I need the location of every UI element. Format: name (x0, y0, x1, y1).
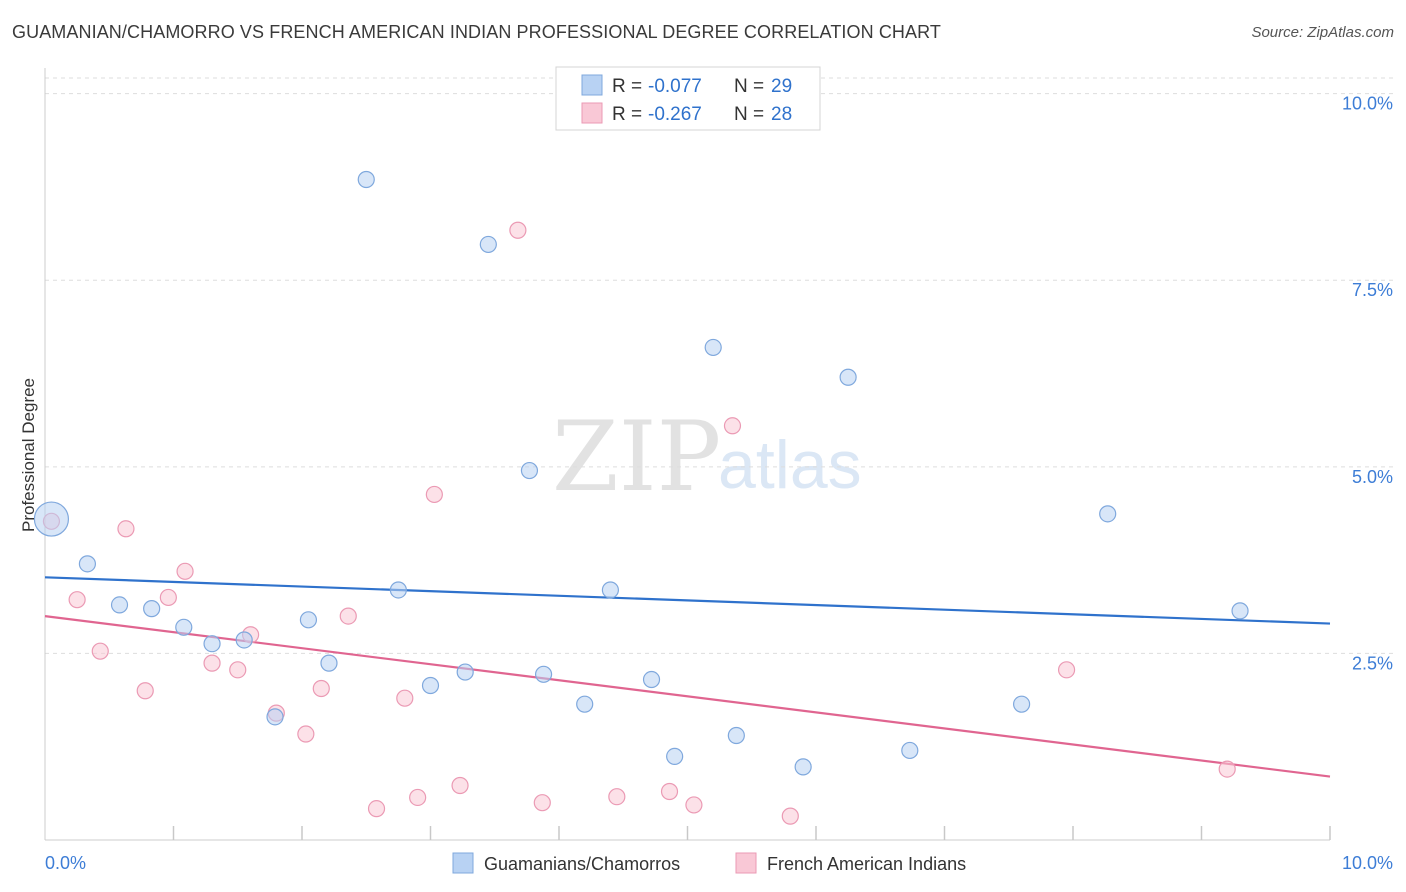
guamanian-point (534, 665, 553, 683)
x-tick-label: 10.0% (1342, 853, 1393, 873)
legend-n-label: N = (734, 104, 764, 125)
french-american-indian-point (312, 679, 330, 698)
guamanian-point (704, 338, 722, 357)
guamanian-point (479, 235, 497, 254)
legend-r-value: -0.267 (648, 104, 702, 125)
french-american-indian-point (396, 689, 414, 707)
french-american-indian-point (608, 788, 626, 806)
french-american-indian-point (159, 588, 177, 607)
guamanian-point (1012, 695, 1031, 713)
trend-lines (44, 576, 1331, 778)
guamanian-point (389, 581, 407, 599)
guamanian-point (642, 670, 661, 689)
french-american-indian-point (117, 520, 135, 538)
french-american-indian-point (533, 794, 551, 812)
french-american-indian-point (509, 221, 527, 239)
axes (44, 68, 1331, 841)
correlation-legend: R = -0.077 N = 29 R = -0.267 N = 28 (555, 66, 821, 131)
french-american-indian-point (409, 788, 427, 807)
guamanian-point (1231, 602, 1249, 620)
french-american-indian-point (68, 591, 86, 609)
guamanian-point (266, 708, 284, 726)
y-tick-label: 10.0% (1342, 94, 1393, 114)
legend-r-value: -0.077 (648, 76, 702, 97)
guamanian-point (1099, 505, 1117, 523)
legend-n-label: N = (734, 76, 764, 97)
grid-lines (45, 77, 1395, 654)
french-american-indian-point (451, 776, 469, 795)
legend-swatch-pink (581, 102, 603, 124)
guamanian-point (794, 758, 812, 776)
french-american-indian-point (91, 642, 109, 660)
series-legend-swatch-blue (452, 852, 474, 874)
y-tick-label: 5.0% (1352, 467, 1393, 487)
french-american-indian-point (425, 485, 443, 504)
french-american-indian-point (1218, 760, 1236, 778)
guamanian-point (78, 555, 97, 573)
tick-labels: 2.5% 5.0% 7.5% 10.0% 0.0% 10.0% (45, 94, 1393, 873)
guamanian-point (143, 600, 161, 618)
series-legend: Guamanians/Chamorros French American Ind… (452, 852, 966, 874)
french-american-indian-point (781, 807, 799, 825)
watermark: ZIP atlas (552, 401, 862, 513)
french-american-indian-trend-line (44, 615, 1331, 778)
y-tick-label: 2.5% (1352, 653, 1393, 673)
french-american-indian-point (367, 800, 386, 818)
chart-title: GUAMANIAN/CHAMORRO VS FRENCH AMERICAN IN… (12, 22, 941, 42)
guamanian-point (421, 676, 440, 695)
legend-r-label: R = (612, 104, 642, 125)
guamanian-point (727, 726, 745, 745)
guamanian-point (520, 461, 539, 480)
french-american-indian-point (1057, 661, 1076, 679)
guamanian-point (666, 747, 684, 766)
legend-r-label: R = (612, 76, 642, 97)
guamanian-point (203, 635, 221, 653)
french-american-indian-point (229, 661, 247, 679)
guamanian-point (357, 170, 375, 189)
guamanian-trend-line (44, 576, 1331, 625)
guamanian-point (576, 695, 594, 713)
french-american-indian-point (176, 562, 194, 580)
french-american-indian-point (685, 796, 703, 814)
y-axis-title: Professional Degree (19, 378, 38, 532)
y-tick-label: 7.5% (1352, 280, 1393, 300)
guamanian-point (299, 611, 318, 629)
french-american-indian-point (136, 682, 154, 700)
french-american-indian-point (339, 607, 357, 625)
guamanian-point (235, 631, 253, 649)
french-american-indian-point (297, 725, 315, 743)
data-points (33, 170, 1249, 825)
series-legend-label-french-american-indians: French American Indians (767, 854, 966, 874)
guamanian-point (601, 581, 620, 599)
guamanian-point (110, 596, 129, 614)
watermark-zip: ZIP (552, 401, 721, 513)
series-legend-swatch-pink (735, 852, 757, 874)
legend-n-value: 29 (771, 76, 792, 97)
guamanian-point (33, 501, 70, 537)
guamanian-point (456, 663, 474, 681)
guamanian-point (320, 654, 338, 672)
legend-swatch-blue (581, 74, 603, 96)
legend-n-value: 28 (771, 104, 792, 125)
french-american-indian-point (723, 417, 742, 435)
guamanian-point (839, 368, 857, 386)
french-american-indian-point (660, 782, 679, 801)
series-legend-label-guamanians: Guamanians/Chamorros (484, 854, 680, 874)
guamanian-point (901, 741, 919, 760)
watermark-atlas: atlas (718, 427, 862, 503)
french-american-indian-point (203, 654, 221, 672)
x-tick-label: 0.0% (45, 853, 86, 873)
source-label: Source: ZipAtlas.com (1251, 24, 1394, 41)
guamanian-point (175, 618, 193, 636)
